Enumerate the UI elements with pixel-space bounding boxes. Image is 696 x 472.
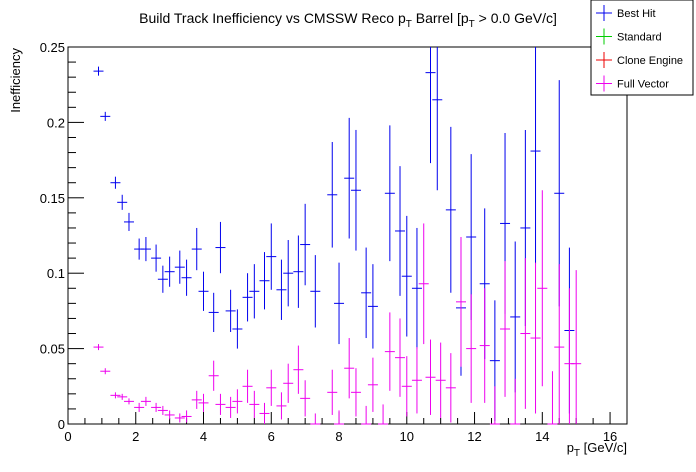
x-tick-label: 2 — [132, 429, 139, 444]
plot-frame — [67, 46, 628, 425]
series-full-vector — [93, 190, 582, 425]
x-tick-label: 6 — [268, 429, 275, 444]
y-tick-label: 0.1 — [47, 266, 65, 281]
x-axis-label-main: p — [567, 440, 574, 455]
x-tick-label: 4 — [200, 429, 207, 444]
x-tick-label: 8 — [335, 429, 342, 444]
chart-title: Build Track Inefficiency vs CMSSW Reco p… — [139, 10, 557, 30]
y-tick-label: 0.05 — [40, 342, 65, 357]
y-tick-label: 0.15 — [40, 191, 65, 206]
x-axis-label-sub: T — [574, 448, 580, 459]
legend: Best Hit Standard Clone Engine Full Vector — [590, 0, 694, 96]
y-axis-label: Inefficiency — [8, 48, 23, 113]
x-tick-label: 0 — [64, 429, 71, 444]
data-series — [93, 47, 582, 425]
x-tick-label: 10 — [400, 429, 414, 444]
title-sub1: T — [406, 19, 412, 30]
legend-box — [590, 0, 694, 96]
legend-label: Full Vector — [617, 79, 669, 91]
title-sub2: T — [469, 19, 475, 30]
title-mid: Barrel [p — [412, 10, 469, 26]
y-tick-label: 0 — [58, 417, 65, 432]
legend-label: Clone Engine — [617, 55, 683, 67]
y-tick-label: 0.2 — [47, 115, 65, 130]
title-main: Build Track Inefficiency vs CMSSW Reco p — [139, 10, 406, 26]
axes: 0 2 4 6 8 10 12 14 16 0 0.05 0.1 0.15 0.2 0.25 — [40, 40, 628, 444]
x-tick-label: 12 — [467, 429, 481, 444]
legend-label: Standard — [617, 32, 662, 44]
x-tick-label: 16 — [603, 429, 617, 444]
x-tick-label: 14 — [535, 429, 549, 444]
x-axis-label-unit: [GeV/c] — [580, 440, 627, 455]
x-axis-label: pT [GeV/c] — [567, 440, 627, 459]
legend-label: Best Hit — [617, 8, 656, 20]
y-tick-label: 0.25 — [40, 40, 65, 55]
title-end: > 0.0 GeV/c] — [475, 10, 557, 26]
series-best-hit — [93, 47, 575, 421]
